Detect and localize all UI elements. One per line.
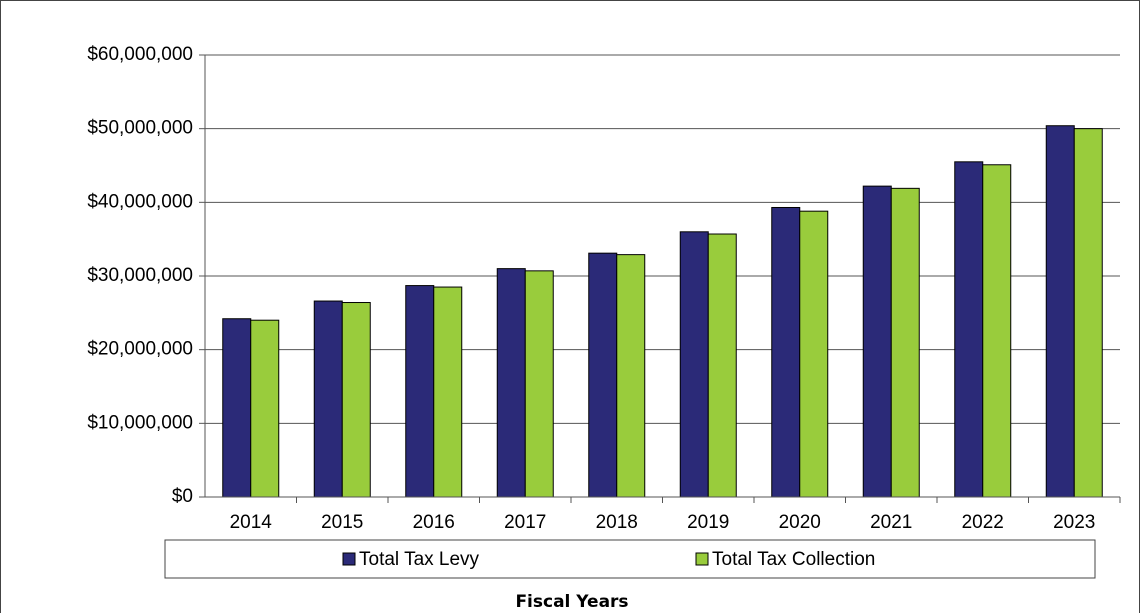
bar bbox=[341, 302, 371, 498]
x-tick-label: 2021 bbox=[870, 512, 912, 533]
bar bbox=[982, 164, 1012, 498]
legend-label: Total Tax Collection bbox=[712, 549, 875, 570]
bar bbox=[799, 210, 829, 498]
bar bbox=[771, 206, 801, 498]
legend-box bbox=[164, 539, 1096, 579]
bar bbox=[222, 318, 252, 498]
bar bbox=[1045, 125, 1075, 498]
bar bbox=[433, 286, 463, 498]
y-tick-label: $50,000,000 bbox=[87, 118, 193, 139]
x-tick-label: 2017 bbox=[504, 512, 546, 533]
bar bbox=[496, 268, 526, 498]
bar bbox=[405, 285, 435, 498]
bar bbox=[707, 233, 737, 498]
y-tick-label: $10,000,000 bbox=[87, 412, 193, 433]
legend-label: Total Tax Levy bbox=[359, 549, 480, 570]
y-tick-label: $60,000,000 bbox=[87, 44, 193, 65]
y-tick-label: $40,000,000 bbox=[87, 191, 193, 212]
x-tick-label: 2020 bbox=[779, 512, 821, 533]
x-tick-label: 2019 bbox=[687, 512, 729, 533]
x-tick-label: 2022 bbox=[962, 512, 1004, 533]
x-tick-label: 2023 bbox=[1053, 512, 1095, 533]
bar bbox=[890, 187, 920, 498]
legend-swatch bbox=[342, 552, 356, 566]
x-tick-label: 2018 bbox=[596, 512, 638, 533]
bar bbox=[524, 270, 554, 498]
bar bbox=[1073, 128, 1103, 498]
x-axis-label: Fiscal Years bbox=[515, 592, 628, 612]
x-tick-label: 2015 bbox=[321, 512, 363, 533]
bar bbox=[679, 231, 709, 498]
bar bbox=[954, 161, 984, 498]
bar bbox=[313, 300, 343, 498]
y-tick-label: $20,000,000 bbox=[87, 339, 193, 360]
bar bbox=[250, 319, 280, 498]
bar bbox=[588, 252, 618, 498]
bar bbox=[616, 254, 646, 498]
y-tick-label: $0 bbox=[172, 486, 193, 507]
x-tick-label: 2014 bbox=[230, 512, 273, 533]
x-tick-label: 2016 bbox=[413, 512, 455, 533]
y-tick-label: $30,000,000 bbox=[87, 265, 193, 286]
bar bbox=[862, 185, 892, 498]
legend-swatch bbox=[695, 552, 709, 566]
